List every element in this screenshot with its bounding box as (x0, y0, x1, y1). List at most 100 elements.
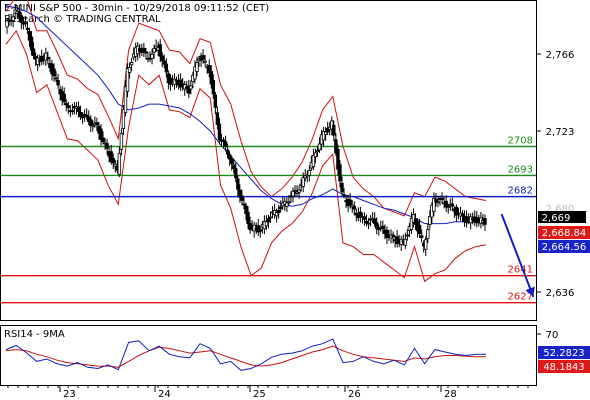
candle-body (256, 225, 260, 233)
candle-body (70, 110, 75, 112)
candle-body (230, 158, 234, 165)
candle-body (25, 27, 30, 30)
candle-body (217, 123, 222, 141)
forecast-arrow (500, 213, 535, 298)
level-label: 2682 (508, 186, 533, 197)
candle-body (403, 238, 408, 246)
candle-body (193, 66, 197, 80)
candle-body (287, 201, 291, 204)
candle-body (195, 62, 199, 72)
price-candles (5, 4, 487, 256)
candle-body (395, 236, 399, 245)
candle-body (213, 94, 218, 108)
candle-body (321, 130, 326, 141)
candle-body (23, 22, 28, 25)
candle-body (279, 206, 283, 210)
x-axis: 23 24 25 26 28 (7, 385, 529, 400)
candle-body (391, 234, 395, 237)
candle-body (268, 216, 273, 219)
candle-body (358, 211, 363, 218)
candle-body (95, 122, 99, 126)
candle-body (246, 211, 250, 224)
bb-lower-line (5, 29, 487, 283)
candle-body (311, 155, 316, 168)
candle-body (276, 209, 281, 214)
rsi-value-red-bg (538, 360, 590, 373)
candle-body (411, 214, 416, 223)
candle-body (340, 182, 344, 193)
chart-title: E-MINI S&P 500 - 30min - 10/29/2018 09:1… (4, 3, 269, 14)
candle-body (109, 151, 113, 163)
rsi-line (5, 338, 486, 371)
candle-body (342, 194, 346, 197)
candle-body (444, 200, 448, 208)
candle-body (315, 150, 320, 152)
candle-body (227, 154, 232, 160)
candle-body (62, 93, 66, 103)
level-label: 2627 (508, 292, 533, 303)
candle-body (221, 139, 226, 143)
candle-body (119, 132, 124, 150)
y-tick-label: 2,636 (546, 288, 575, 299)
candle-body (336, 149, 340, 170)
candle-body (207, 65, 211, 73)
candle-body (27, 30, 32, 41)
rsi-value-red: 48.1843 (543, 362, 584, 373)
candle-body (66, 105, 70, 108)
rsi-ma-line (5, 345, 486, 368)
candle-body (64, 103, 68, 106)
candle-body (225, 149, 230, 155)
arrow-shaft (500, 213, 535, 298)
bollinger-bands (5, 0, 487, 283)
candle-body (11, 16, 15, 21)
rsi-lines (5, 338, 486, 371)
candle-body (264, 221, 269, 227)
candle-body (99, 128, 103, 140)
candle-body (5, 20, 9, 28)
candle-body (56, 79, 60, 86)
candle-body (419, 235, 424, 238)
candle-body (91, 124, 95, 127)
candle-body (183, 84, 187, 90)
level-label: 2693 (508, 164, 533, 175)
candle-body (158, 44, 162, 57)
candle-body (76, 106, 81, 113)
candle-body (375, 222, 379, 229)
candle-body (454, 207, 459, 216)
candle-body (142, 47, 146, 52)
moving-average (5, 5, 486, 225)
candle-body (307, 169, 312, 176)
candle-body (297, 189, 301, 193)
candle-body (372, 218, 377, 224)
candle-body (362, 216, 367, 220)
candle-body (29, 36, 34, 51)
candle-body (129, 61, 134, 66)
candle-body (105, 143, 109, 149)
ma-line (5, 5, 486, 225)
candle-body (434, 199, 438, 203)
x-tick-label: 26 (348, 389, 361, 400)
candle-body (162, 60, 166, 65)
candle-body (334, 139, 338, 154)
candle-body (187, 85, 191, 94)
candle-body (446, 206, 450, 209)
candle-body (203, 60, 207, 63)
candle-body (201, 55, 205, 60)
candle-body (468, 216, 473, 224)
rsi-value-blue-bg (538, 346, 590, 359)
candle-body (160, 55, 164, 62)
candle-body (211, 80, 216, 95)
price-panel-frame (0, 0, 537, 321)
candle-body (209, 71, 213, 85)
candle-body (189, 85, 193, 90)
candle-body (168, 77, 173, 85)
candle-body (475, 217, 479, 224)
candle-body (123, 86, 128, 114)
candle-body (172, 78, 177, 85)
candle-body (127, 67, 132, 73)
candle-body (385, 229, 389, 238)
candle-body (125, 68, 130, 92)
bb-upper-line (5, 0, 487, 217)
candle-body (238, 189, 242, 198)
candle-body (236, 178, 240, 190)
